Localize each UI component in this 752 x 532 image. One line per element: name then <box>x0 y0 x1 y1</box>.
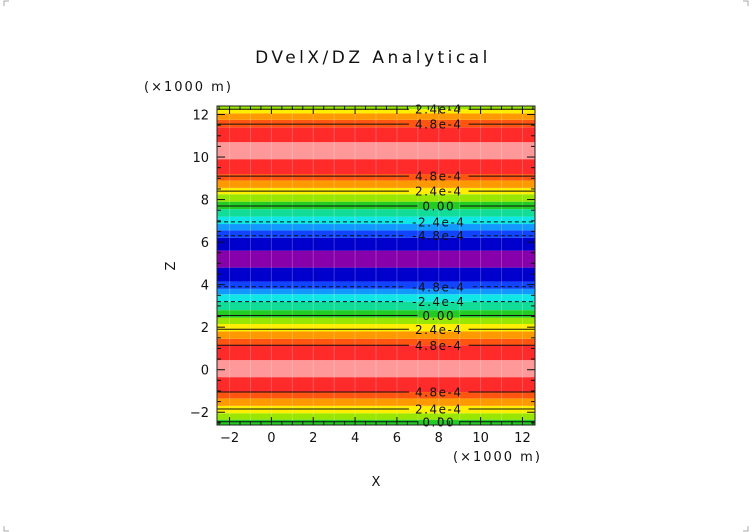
contour-label: -4.8e-4 <box>412 229 465 243</box>
heatmap-band <box>217 317 535 324</box>
heatmap-band <box>217 142 535 160</box>
heatmap-band <box>217 310 535 318</box>
contour-label: 2.4e-4 <box>415 323 462 337</box>
x-tick-label: 8 <box>435 431 443 446</box>
heatmap-band <box>217 113 535 120</box>
contour-label: 4.8e-4 <box>415 118 462 132</box>
corner-mark-bottom-right <box>743 526 749 532</box>
axis-tick-labels: −2 0 2 4 6 8 10 12 −2 0 2 4 6 8 10 12 <box>190 109 531 446</box>
contour-label: 0.00 <box>422 199 455 213</box>
heatmap-band <box>217 398 535 406</box>
contour-label: -4.8e-4 <box>412 280 465 294</box>
heatmap-band <box>217 109 535 114</box>
y-tick-label: 4 <box>201 279 209 294</box>
contour-label: 4.8e-4 <box>415 386 462 400</box>
heatmap-band <box>217 323 535 332</box>
axis-ticks <box>217 106 535 425</box>
y-tick-label: 6 <box>201 236 209 251</box>
page-corner-marks <box>3 0 749 532</box>
y-tick-label: 8 <box>201 194 209 209</box>
x-tick-label: 4 <box>351 431 359 446</box>
contour-label: 0.00 <box>422 309 455 323</box>
contour-lines <box>217 108 535 423</box>
contour-label: 4.8e-4 <box>415 339 462 353</box>
contour-label: 2.4e-4 <box>415 403 462 417</box>
heatmap-band <box>217 338 535 346</box>
heatmap-band <box>217 237 535 251</box>
heatmap-band <box>217 331 535 339</box>
heatmap-band <box>217 377 535 393</box>
x-tick-label: 0 <box>267 431 275 446</box>
y-tick-label: 10 <box>192 151 209 166</box>
heatmap-band <box>217 209 535 217</box>
y-tick-label: −2 <box>190 406 209 421</box>
heatmap-band <box>217 345 535 361</box>
x-axis-unit: (×1000 m) <box>453 450 542 465</box>
contour-label: -2.4e-4 <box>412 295 465 309</box>
heatmap-band <box>217 224 535 231</box>
heatmap-band <box>217 360 535 378</box>
heatmap-band <box>217 216 535 225</box>
heatmap-band <box>217 180 535 188</box>
heatmap-band <box>217 294 535 302</box>
contour-label: 2.4e-4 <box>415 185 462 199</box>
y-axis-label: Z <box>164 261 179 270</box>
heatmap-band <box>217 301 535 311</box>
heatmap-band <box>217 159 535 175</box>
contour-label: 4.8e-4 <box>415 170 462 184</box>
y-tick-label: 0 <box>201 364 209 379</box>
contour-labels: 2.4e-44.8e-44.8e-42.4e-40.00-2.4e-4-4.8e… <box>412 103 465 430</box>
x-axis-label: X <box>372 475 381 490</box>
heatmap-band <box>217 405 535 414</box>
heatmap-band <box>217 194 535 202</box>
corner-mark-bottom-left <box>3 526 9 532</box>
corner-mark-top-right <box>743 0 749 6</box>
contour-label: -2.4e-4 <box>412 215 465 229</box>
heatmap-bands <box>217 106 535 425</box>
heatmap-band <box>217 413 535 420</box>
x-tick-label: 6 <box>393 431 401 446</box>
y-tick-label: 12 <box>192 109 209 124</box>
plot-frame <box>216 105 536 426</box>
y-tick-label: 2 <box>201 321 209 336</box>
x-tick-label: −2 <box>220 431 239 446</box>
x-tick-label: 12 <box>514 431 531 446</box>
chart-title: DVelX/DZ Analytical <box>255 48 491 68</box>
heatmap-band <box>217 281 535 289</box>
heatmap-band <box>217 174 535 181</box>
heatmap-band <box>217 250 535 268</box>
contour-label: 0.00 <box>422 415 455 429</box>
heatmap-band <box>217 119 535 128</box>
heatmap-band <box>217 127 535 143</box>
x-tick-label: 10 <box>472 431 489 446</box>
x-tick-label: 2 <box>309 431 317 446</box>
heatmap-band <box>217 201 535 210</box>
corner-mark-top-left <box>3 0 9 6</box>
heatmap-band <box>217 288 535 295</box>
heatmap-band <box>217 267 535 282</box>
faint-vertical-lines <box>229 106 523 425</box>
y-axis-unit: (×1000 m) <box>144 80 233 95</box>
heatmap-band <box>217 230 535 238</box>
heatmap-band <box>217 392 535 399</box>
